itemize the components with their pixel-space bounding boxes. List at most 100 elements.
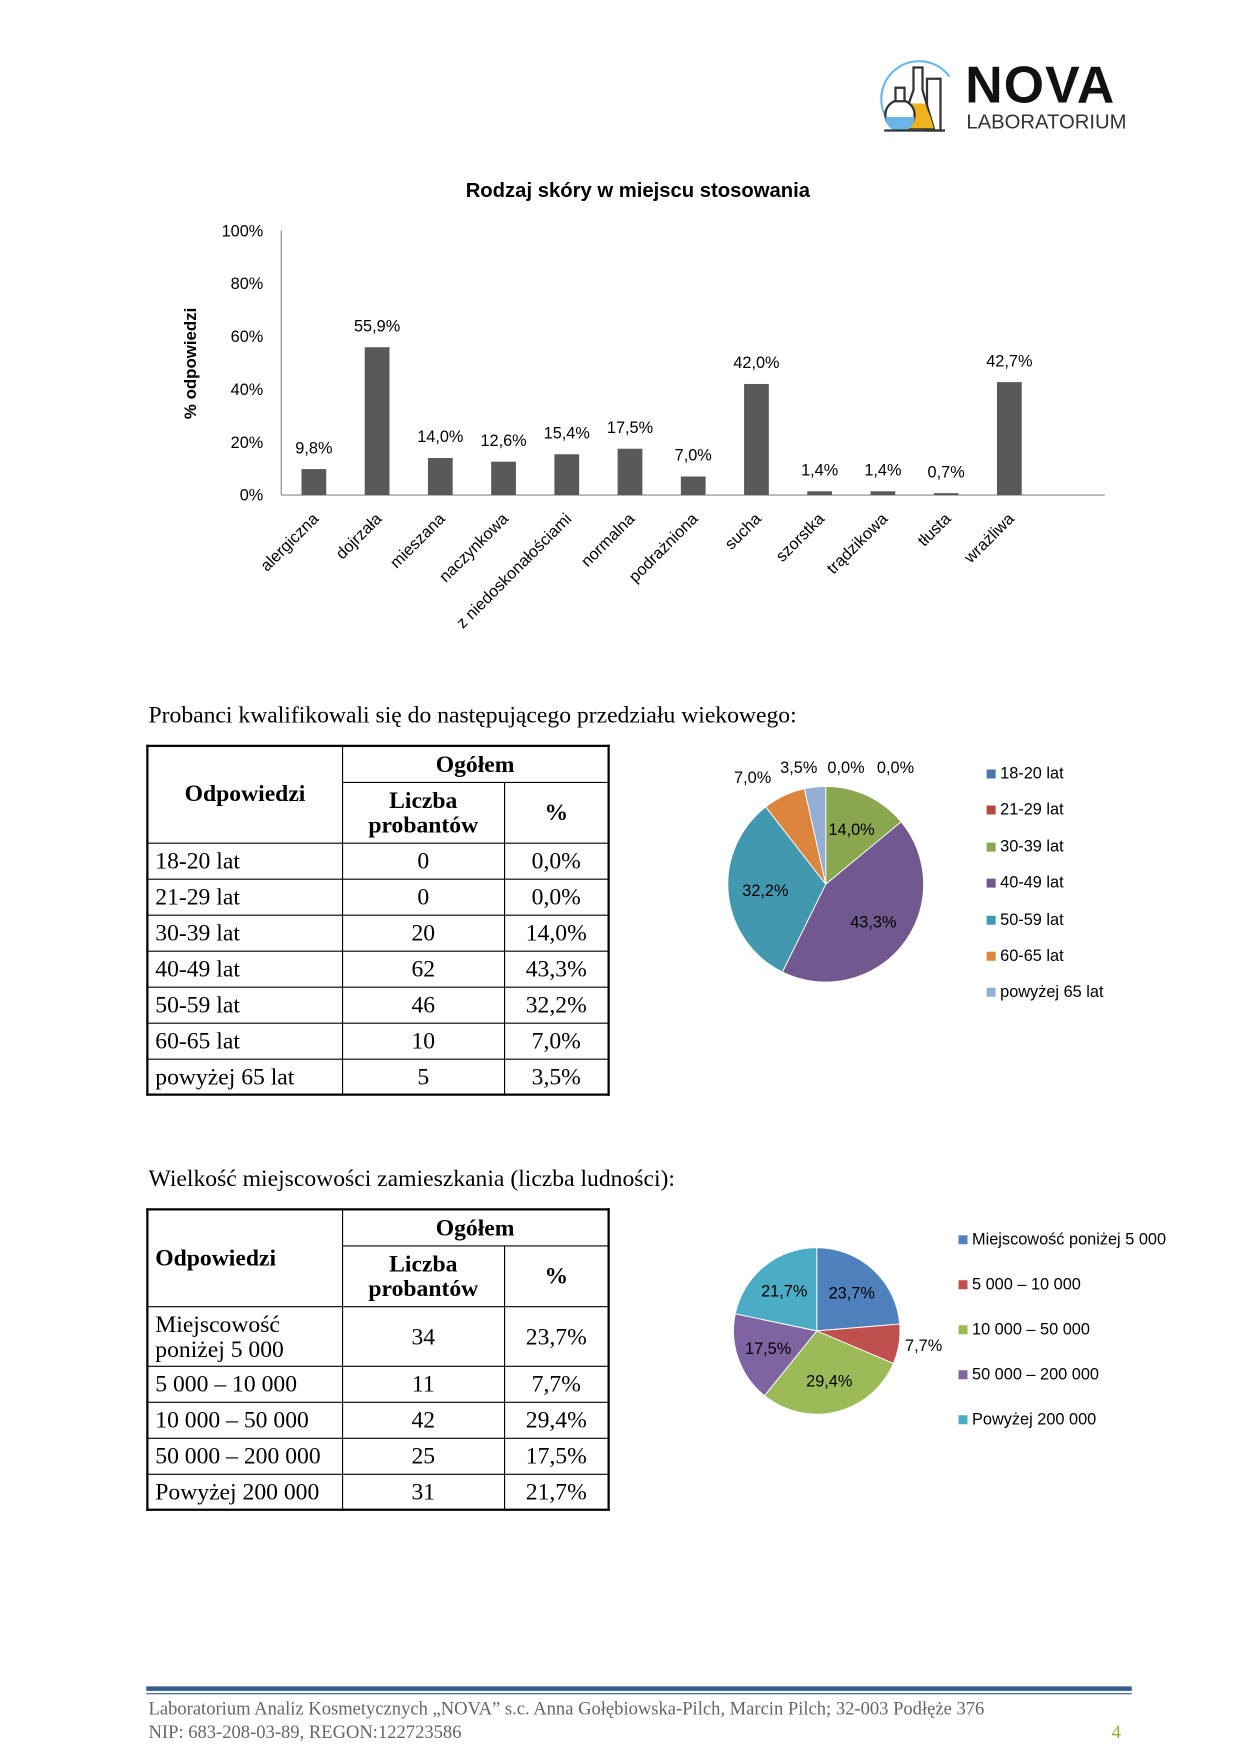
table-row: 30-39 lat 20 14,0% — [146, 914, 610, 952]
table-row: 18-20 lat 0 0,0% — [146, 842, 610, 880]
legend-item: Miejscowość poniżej 5 000 — [958, 1230, 1167, 1249]
bar — [807, 491, 833, 495]
logo-subtitle: LABORATORIUM — [966, 110, 1127, 133]
answer-cell: 18-20 lat — [146, 842, 343, 880]
count-cell: 42 — [341, 1401, 506, 1439]
table-row: 40-49 lat 62 43,3% — [146, 950, 610, 988]
legend-label: 40-49 lat — [1000, 874, 1064, 893]
answer-cell: 30-39 lat — [146, 914, 343, 952]
legend-label: 50-59 lat — [1000, 910, 1064, 929]
bar-data-label: 15,4% — [544, 425, 590, 443]
header-pct: % — [503, 1244, 610, 1307]
bar-data-label: 7,0% — [675, 447, 712, 465]
age-table: Odpowiedzi Ogółem Liczba probantów % 18-… — [146, 744, 610, 1096]
skin-type-bar-chart: Rodzaj skóry w miejscu stosowania % odpow… — [181, 180, 1105, 632]
pie-slice — [763, 1330, 894, 1415]
table-row: powyżej 65 lat 5 3,5% — [146, 1058, 610, 1096]
percent-cell: 43,3% — [503, 950, 610, 988]
count-cell: 10 — [341, 1022, 506, 1060]
bar — [680, 476, 706, 495]
pie-slice — [825, 785, 902, 886]
bar-data-label: 55,9% — [354, 317, 400, 335]
pie-data-label: 7,0% — [734, 769, 771, 787]
x-tick-label: trądzikowa — [824, 509, 892, 577]
pie-slice — [816, 1247, 901, 1332]
legend-item: 40-49 lat — [986, 874, 1064, 893]
bar-data-label: 17,5% — [607, 419, 653, 437]
header-pct: % — [503, 781, 610, 844]
legend-swatch-icon — [958, 1280, 968, 1290]
age-pie-chart: 0,0% 0,0% 14,0% 43,3% 32,2% 7,0% 3,5% — [727, 759, 925, 983]
legend-label: 18-20 lat — [1000, 765, 1064, 783]
x-tick-label: podrażniona — [626, 509, 703, 586]
x-tick-label: dojrzała — [332, 509, 386, 563]
count-cell: 20 — [341, 914, 506, 952]
residence-section-intro: Wielkość miejscowości zamieszkania (licz… — [148, 1164, 676, 1192]
legend-label: 5 000 – 10 000 — [972, 1275, 1081, 1294]
bar-data-label: 0,7% — [928, 463, 965, 481]
legend-label: 60-65 lat — [1000, 947, 1064, 966]
header-total: Ogółem — [341, 745, 610, 783]
bar — [491, 461, 516, 495]
table-row: 60-65 lat 10 7,0% — [146, 1022, 610, 1060]
pie-data-label: 14,0% — [828, 821, 874, 839]
header-count: Liczba probantów — [341, 1244, 506, 1307]
count-cell: 11 — [341, 1365, 506, 1403]
bar — [301, 469, 327, 495]
bar — [933, 493, 959, 495]
legend-label: 30-39 lat — [1000, 837, 1064, 856]
pie-data-label: 21,7% — [761, 1282, 807, 1300]
legend-item: 10 000 – 50 000 — [958, 1321, 1090, 1339]
count-cell: 62 — [341, 950, 506, 988]
legend-swatch-icon — [986, 915, 996, 925]
pie-data-label: 0,0% — [877, 759, 914, 777]
legend-swatch-icon — [958, 1415, 968, 1425]
legend-swatch-icon — [986, 842, 996, 852]
bar-data-label: 42,0% — [733, 354, 779, 372]
table-row: 5 000 – 10 000 11 7,7% — [146, 1365, 610, 1403]
percent-cell: 7,0% — [503, 1022, 610, 1060]
x-tick-label: szorstka — [772, 509, 828, 565]
percent-cell: 21,7% — [503, 1473, 610, 1511]
header-answers: Odpowiedzi — [146, 745, 343, 844]
answer-cell: Miejscowość poniżej 5 000 — [146, 1305, 343, 1367]
footer-address: Laboratorium Analiz Kosmetycznych „NOVA”… — [148, 1697, 985, 1719]
y-tick-label: 20% — [231, 434, 264, 452]
header-count: Liczba probantów — [341, 781, 506, 844]
header-answers: Odpowiedzi — [146, 1208, 343, 1307]
answer-cell: 40-49 lat — [146, 950, 343, 988]
bar — [996, 382, 1022, 495]
answer-cell: 5 000 – 10 000 — [146, 1365, 343, 1403]
legend-swatch-icon — [958, 1325, 968, 1335]
legend-item: 30-39 lat — [986, 837, 1064, 856]
pie-slice — [734, 1247, 818, 1332]
y-tick-label: 100% — [222, 222, 264, 240]
legend-item: powyżej 65 lat — [986, 984, 1104, 1002]
pie-data-label: 3,5% — [780, 759, 817, 777]
count-cell: 0 — [341, 842, 506, 880]
legend-label: 21-29 lat — [1000, 801, 1064, 820]
bar-data-label: 1,4% — [864, 462, 901, 480]
answer-cell: 10 000 – 50 000 — [146, 1401, 343, 1439]
x-tick-label: mieszana — [387, 509, 450, 572]
legend-item: 21-29 lat — [986, 801, 1064, 820]
pie-data-label: 0,0% — [827, 759, 864, 777]
percent-cell: 0,0% — [503, 842, 610, 880]
x-tick-label: sucha — [721, 509, 765, 553]
x-tick-label: wrażliwa — [960, 509, 1018, 567]
percent-cell: 17,5% — [503, 1437, 610, 1475]
bar-data-label: 42,7% — [986, 352, 1032, 370]
page-number: 4 — [1111, 1721, 1122, 1743]
bar-data-label: 9,8% — [295, 439, 332, 457]
pie-slice — [781, 821, 925, 983]
legend-item: 18-20 lat — [986, 765, 1064, 783]
legend-swatch-icon — [958, 1235, 968, 1245]
bar — [744, 383, 769, 495]
answer-cell: Powyżej 200 000 — [146, 1473, 343, 1511]
legend-label: Miejscowość poniżej 5 000 — [972, 1230, 1167, 1249]
table-row: 10 000 – 50 000 42 29,4% — [146, 1401, 610, 1439]
bar — [617, 448, 643, 495]
legend-swatch-icon — [986, 951, 996, 961]
table-row: 21-29 lat 0 0,0% — [146, 878, 610, 916]
